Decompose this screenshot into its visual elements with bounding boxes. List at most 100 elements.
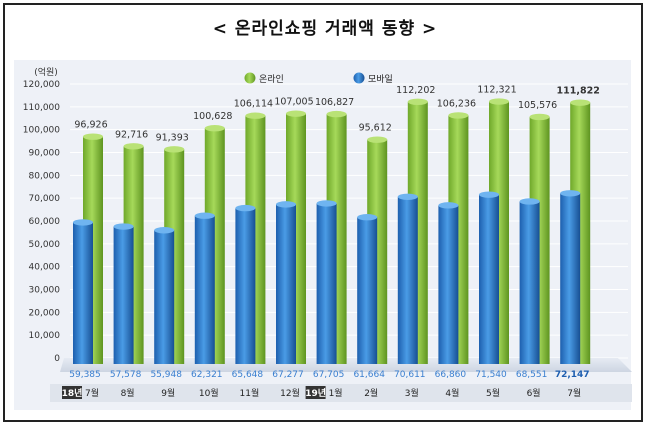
mobile-value-label: 55,948: [150, 370, 182, 380]
legend-label: 모바일: [368, 74, 393, 85]
mobile-value-label: 71,540: [475, 370, 507, 380]
bar-online-top: [245, 112, 266, 119]
bar-mobile-top: [113, 223, 134, 230]
x-tick-label: 10월: [199, 387, 219, 399]
x-tick-label: 6월: [527, 387, 541, 399]
bar-mobile: [276, 204, 296, 364]
bar-mobile-top: [154, 227, 175, 234]
bar-mobile-top: [397, 193, 418, 200]
bar-mobile: [357, 217, 378, 364]
bar-mobile-top: [519, 198, 540, 205]
bar-online-top: [326, 110, 347, 118]
x-tick-label: 2월: [364, 387, 378, 399]
bar-mobile-top: [560, 190, 581, 197]
online-value-label: 107,005: [274, 97, 313, 108]
mobile-value-label: 67,705: [313, 370, 345, 380]
bar-mobile: [479, 194, 499, 364]
online-value-label: 105,576: [518, 100, 557, 111]
y-tick-label: 70,000: [29, 194, 61, 204]
legend-swatch: [353, 72, 365, 84]
mobile-value-label: 66,860: [435, 370, 467, 380]
y-tick-label: 80,000: [29, 171, 61, 181]
bar-online-top: [367, 136, 388, 143]
y-tick-label: 120,000: [23, 80, 60, 90]
bar-mobile-top: [316, 200, 337, 207]
legend-label: 온라인: [259, 74, 284, 85]
bar-mobile: [73, 222, 93, 364]
mobile-value-label: 68,551: [516, 370, 548, 380]
mobile-value-label: 59,385: [69, 370, 101, 380]
year-badge-label: 18년: [62, 387, 83, 399]
bar-mobile: [438, 205, 459, 364]
bar-online-top: [448, 112, 469, 119]
bar-mobile-top: [357, 214, 378, 221]
x-tick-label: 3월: [405, 387, 419, 399]
bar-mobile: [519, 201, 540, 364]
page-title: < 온라인쇼핑 거래액 동향 >: [212, 19, 438, 39]
online-value-label: 100,628: [193, 111, 232, 122]
y-tick-label: 10,000: [29, 331, 61, 341]
y-tick-label: 60,000: [29, 217, 61, 227]
y-tick-label: 110,000: [23, 103, 60, 113]
bar-online-top: [123, 143, 144, 150]
x-tick-label: 9월: [161, 387, 175, 399]
mobile-value-label: 65,648: [232, 370, 264, 380]
bar-online-top: [204, 125, 225, 132]
x-tick-label: 11월: [240, 387, 260, 399]
bar-mobile: [560, 193, 581, 364]
bar-online-top: [407, 98, 428, 106]
mobile-value-label: 70,611: [394, 370, 426, 380]
online-value-label: 106,236: [437, 98, 476, 109]
bar-mobile: [154, 230, 175, 364]
mobile-value-label: 57,578: [110, 370, 142, 380]
bar-online-top: [83, 133, 103, 140]
y-tick-label: 40,000: [29, 263, 61, 273]
x-tick-label: 12월: [280, 387, 300, 399]
bar-online-top: [489, 98, 509, 105]
mobile-value-label: 72,147: [555, 370, 590, 380]
bar-online-top: [529, 113, 550, 121]
year-badge-label: 19년: [305, 387, 326, 399]
y-tick-label: 20,000: [29, 308, 61, 318]
year-badge: [62, 386, 82, 399]
y-unit-label: (억원): [34, 66, 58, 78]
legend-swatch: [244, 72, 256, 84]
mobile-value-label: 67,277: [272, 370, 304, 380]
x-tick-label: 8월: [121, 387, 135, 399]
bar-mobile: [316, 203, 337, 364]
online-value-label: 91,393: [156, 132, 189, 143]
y-tick-label: 0: [54, 354, 60, 364]
online-value-label: 106,827: [315, 97, 354, 108]
y-tick-label: 100,000: [23, 126, 60, 136]
online-value-label: 112,202: [396, 85, 435, 96]
category-row: [50, 384, 632, 402]
bar-mobile-top: [73, 219, 93, 226]
x-tick-label: 7월: [567, 387, 581, 399]
x-tick-label: 5월: [486, 387, 500, 399]
online-value-label: 96,926: [74, 120, 107, 131]
bar-online-top: [164, 146, 185, 153]
bar-mobile-top: [438, 202, 459, 209]
year-badge: [305, 386, 326, 399]
bar-online-top: [570, 99, 591, 106]
x-tick-label: 7월: [85, 387, 99, 399]
online-value-label: 111,822: [557, 86, 600, 97]
mobile-value-label: 61,664: [353, 370, 385, 380]
bar-mobile-top: [479, 191, 499, 198]
bar-mobile-top: [235, 204, 256, 212]
x-tick-label: 1월: [329, 387, 343, 399]
online-value-label: 92,716: [115, 129, 148, 140]
mobile-value-label: 62,321: [191, 370, 223, 380]
bar-mobile-top: [194, 212, 215, 219]
bar-mobile: [113, 226, 134, 364]
y-tick-label: 30,000: [29, 286, 61, 296]
y-tick-label: 50,000: [29, 240, 61, 250]
y-tick-label: 90,000: [29, 149, 61, 159]
online-value-label: 112,321: [477, 85, 516, 96]
bar-mobile: [235, 208, 256, 364]
online-value-label: 95,612: [359, 123, 392, 134]
bar-mobile-top: [276, 201, 296, 208]
online-value-label: 106,114: [234, 99, 273, 110]
bar-mobile: [397, 196, 418, 364]
